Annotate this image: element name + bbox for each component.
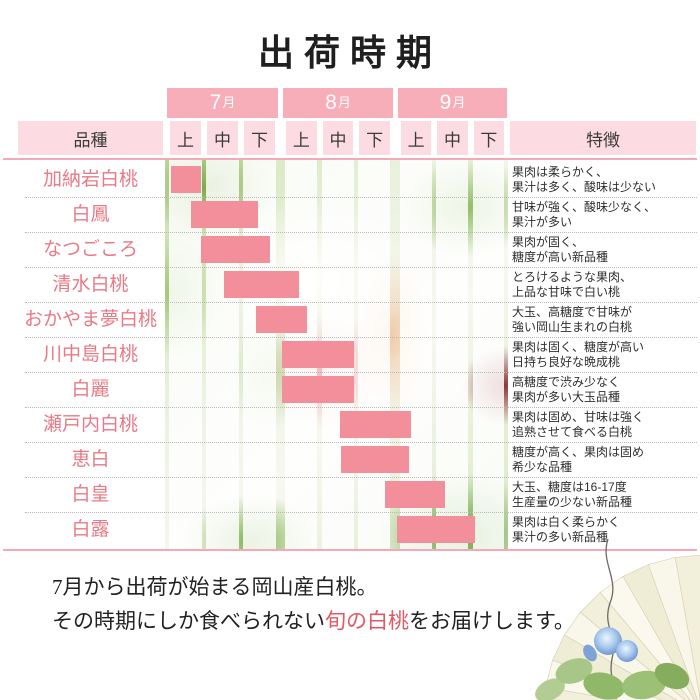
period-cell-8下: 下	[359, 121, 390, 155]
table-top-rule	[3, 158, 697, 160]
variety-label: 白露	[71, 519, 110, 540]
feature-line: 大玉、糖度は16-17度	[512, 480, 627, 494]
variety-label: なつごころ	[42, 239, 138, 260]
feature-line: 強い岡山生まれの白桃	[512, 319, 633, 334]
row-divider	[25, 477, 697, 478]
period-cell-7上: 上	[170, 121, 201, 155]
leaf-cluster	[535, 658, 690, 700]
feature-line: 高糖度で渋み少なく	[512, 375, 621, 389]
caption-line1: 7月から出荷が始まる岡山産白桃。	[52, 575, 378, 599]
shipping-bar	[282, 376, 354, 403]
row-divider	[25, 442, 697, 443]
row-divider	[25, 337, 697, 338]
shipping-bar	[201, 236, 270, 263]
variety-label: 加納岩白桃	[42, 169, 138, 190]
row-divider	[25, 512, 697, 513]
variety-column-header: 品種	[18, 121, 163, 155]
feature-line: 大玉、高糖度で甘味が	[512, 305, 633, 319]
feature-text: 甘味が強く、酸味少なく、 果汁が多い	[512, 200, 698, 229]
feature-line: 日持ち良好な晩成桃	[512, 354, 621, 369]
morning-glory-flowers	[583, 627, 638, 662]
variety-label: 川中島白桃	[42, 344, 138, 365]
period-cell-8中: 中	[322, 121, 354, 155]
feature-text: 果肉は固め、甘味は強く 追熟させて食べる白桃	[512, 410, 698, 439]
feature-line: 上品な甘味で白い桃	[512, 284, 621, 299]
feature-text: 果肉が固く、 糖度が高い新品種	[512, 235, 698, 264]
feature-line: 糖度が高く、果肉は固め	[512, 445, 645, 459]
feature-line: 果汁が多い	[512, 214, 573, 229]
shipping-bar	[282, 341, 354, 368]
fan-illustration	[535, 538, 700, 700]
month-unit: 月	[222, 95, 236, 110]
row-divider	[25, 407, 697, 408]
month-unit: 月	[337, 95, 351, 110]
frost-column	[472, 160, 505, 549]
row-divider	[25, 197, 697, 198]
caption: 7月から出荷が始まる岡山産白桃。 その時期にしか食べられない旬の白桃をお届けしま…	[52, 570, 575, 638]
month-number: 8	[325, 91, 337, 114]
variety-label: 瀬戸内白桃	[42, 414, 138, 435]
feature-line: 希少な品種	[512, 459, 573, 474]
month-unit: 月	[452, 95, 466, 110]
period-cell-7下: 下	[244, 121, 275, 155]
variety-label: 恵白	[71, 449, 110, 470]
shipping-bar	[170, 166, 201, 193]
row-divider	[25, 372, 697, 373]
feature-text: 果肉は白く柔らかく 果汁の多い新品種	[512, 515, 698, 544]
variety-label: 白麗	[71, 379, 110, 400]
feature-line: とろけるような果肉、	[512, 270, 633, 284]
page-title: 出荷時期	[257, 33, 442, 73]
feature-line: 果肉は固め、甘味は強く	[512, 410, 645, 424]
row-divider	[25, 267, 697, 268]
feature-text: 果肉は柔らかく、 果汁は多く、酸味は少ない	[512, 165, 698, 194]
period-cell-8上: 上	[286, 121, 317, 155]
shipping-bar	[384, 481, 445, 508]
feature-line: 追熟させて食べる白桃	[512, 424, 633, 439]
feature-line: 糖度が高い新品種	[512, 249, 609, 264]
variety-label: おかやま夢白桃	[23, 309, 157, 330]
feature-text: 大玉、糖度は16-17度 生産量の少ない新品種	[512, 480, 698, 509]
shipping-bar	[340, 411, 411, 438]
variety-label: 清水白桃	[52, 274, 129, 295]
shipping-bar	[255, 306, 307, 333]
period-cell-9下: 下	[473, 121, 504, 155]
period-cell-9中: 中	[437, 121, 468, 155]
shipping-bar	[340, 446, 409, 473]
feature-text: 大玉、高糖度で甘味が 強い岡山生まれの白桃	[512, 305, 698, 334]
shipping-bar	[223, 271, 300, 298]
feature-text: 糖度が高く、果肉は固め 希少な品種	[512, 445, 698, 474]
row-divider	[25, 232, 697, 233]
feature-text: 果肉は固く、糖度が高い 日持ち良好な晩成桃	[512, 340, 698, 369]
caption-line2-highlight: 旬の白桃	[325, 609, 409, 633]
month-number: 9	[439, 91, 452, 114]
feature-text: とろけるような果肉、 上品な甘味で白い桃	[512, 270, 698, 299]
row-divider	[25, 302, 697, 303]
caption-line2-pre: その時期にしか食べられない	[52, 609, 325, 633]
feature-line: 果肉が多い大玉品種	[512, 389, 621, 404]
feature-column-header: 特徴	[510, 121, 696, 155]
feature-line: 果肉は白く柔らかく	[512, 515, 621, 529]
period-cell-7中: 中	[207, 121, 238, 155]
feature-line: 果汁は多く、酸味は少ない	[512, 179, 657, 194]
shipping-bar	[190, 201, 259, 228]
feature-text: 高糖度で渋み少なく 果肉が多い大玉品種	[512, 375, 698, 404]
feature-line: 生産量の少ない新品種	[512, 494, 633, 509]
feature-line: 果肉が固く、	[512, 235, 585, 249]
feature-line: 果肉は固く、糖度が高い	[512, 340, 645, 354]
feature-line: 果汁の多い新品種	[512, 529, 609, 544]
variety-label: 白皇	[71, 484, 110, 505]
table-bottom-rule	[3, 549, 697, 551]
caption-line2-post: をお届けします。	[409, 609, 575, 633]
caption-line2: その時期にしか食べられない旬の白桃をお届けします。	[52, 604, 575, 638]
feature-line: 甘味が強く、酸味少なく、	[512, 200, 657, 214]
month-number: 7	[209, 91, 222, 114]
variety-label: 白鳳	[71, 204, 110, 225]
shipping-bar	[396, 516, 475, 543]
period-cell-9上: 上	[401, 121, 432, 155]
feature-line: 果肉は柔らかく、	[512, 165, 609, 179]
